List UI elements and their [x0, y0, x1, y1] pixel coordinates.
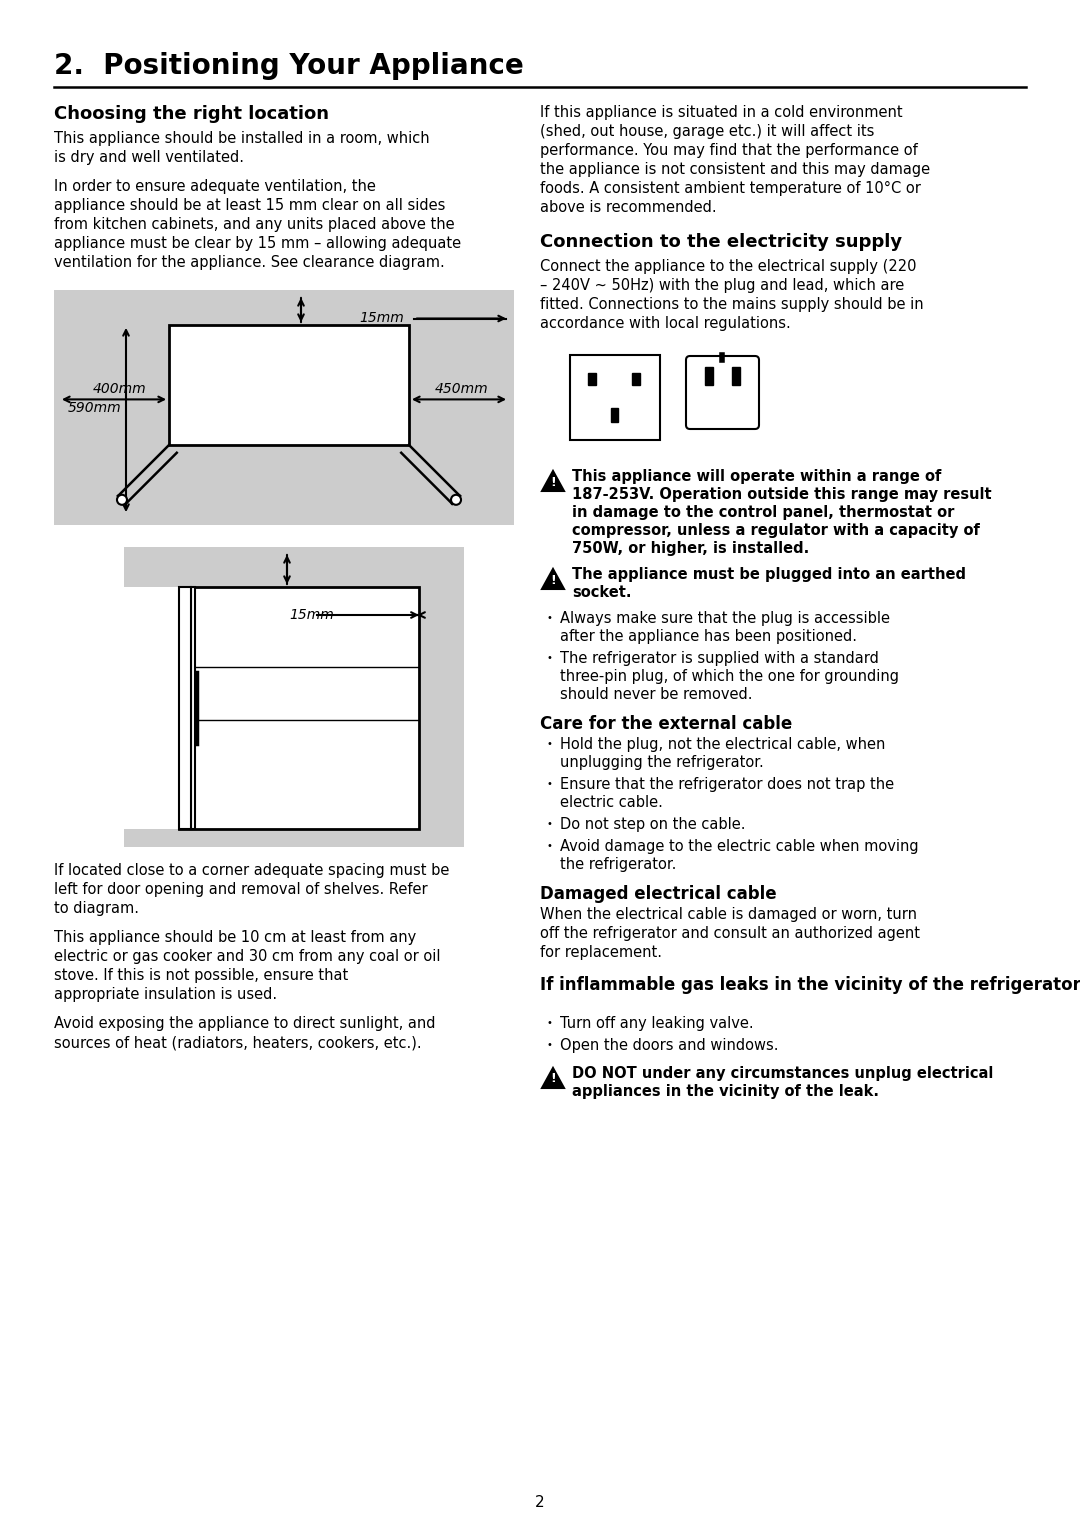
- Text: 750W, or higher, is installed.: 750W, or higher, is installed.: [572, 541, 809, 556]
- Text: Choosing the right location: Choosing the right location: [54, 105, 329, 124]
- Text: •: •: [546, 779, 552, 789]
- Text: stove. If this is not possible, ensure that: stove. If this is not possible, ensure t…: [54, 968, 348, 983]
- Text: !: !: [550, 475, 556, 489]
- Polygon shape: [542, 470, 564, 492]
- Text: If this appliance is situated in a cold environment: If this appliance is situated in a cold …: [540, 105, 903, 121]
- Text: appliance must be clear by 15 mm – allowing adequate: appliance must be clear by 15 mm – allow…: [54, 237, 461, 250]
- Text: •: •: [546, 841, 552, 851]
- Text: Care for the external cable: Care for the external cable: [540, 715, 793, 733]
- Text: electric or gas cooker and 30 cm from any coal or oil: electric or gas cooker and 30 cm from an…: [54, 948, 441, 964]
- Text: Do not step on the cable.: Do not step on the cable.: [561, 817, 745, 832]
- Bar: [179, 586, 191, 829]
- Bar: [732, 366, 740, 385]
- Text: Avoid exposing the appliance to direct sunlight, and: Avoid exposing the appliance to direct s…: [54, 1015, 435, 1031]
- Text: If located close to a corner adequate spacing must be: If located close to a corner adequate sp…: [54, 863, 449, 878]
- Text: in damage to the control panel, thermostat or: in damage to the control panel, thermost…: [572, 505, 955, 521]
- Text: Ensure that the refrigerator does not trap the: Ensure that the refrigerator does not tr…: [561, 777, 894, 793]
- Text: •: •: [546, 612, 552, 623]
- Text: ventilation for the appliance. See clearance diagram.: ventilation for the appliance. See clear…: [54, 255, 445, 270]
- Text: electric cable.: electric cable.: [561, 796, 663, 809]
- Text: Turn off any leaking valve.: Turn off any leaking valve.: [561, 1015, 754, 1031]
- Text: The refrigerator is supplied with a standard: The refrigerator is supplied with a stan…: [561, 651, 879, 666]
- Text: 15mm: 15mm: [289, 608, 334, 621]
- Text: Connect the appliance to the electrical supply (220: Connect the appliance to the electrical …: [540, 260, 917, 273]
- Text: •: •: [546, 739, 552, 750]
- Text: three-pin plug, of which the one for grounding: three-pin plug, of which the one for gro…: [561, 669, 899, 684]
- Text: – 240V ~ 50Hz) with the plug and lead, which are: – 240V ~ 50Hz) with the plug and lead, w…: [540, 278, 904, 293]
- Bar: [588, 373, 596, 385]
- Text: Open the doors and windows.: Open the doors and windows.: [561, 1038, 779, 1054]
- Text: the refrigerator.: the refrigerator.: [561, 857, 676, 872]
- Bar: [611, 408, 618, 421]
- Text: to diagram.: to diagram.: [54, 901, 139, 916]
- Text: from kitchen cabinets, and any units placed above the: from kitchen cabinets, and any units pla…: [54, 217, 455, 232]
- Text: accordance with local regulations.: accordance with local regulations.: [540, 316, 791, 331]
- Bar: [419, 547, 464, 847]
- Text: unplugging the refrigerator.: unplugging the refrigerator.: [561, 754, 764, 770]
- Text: !: !: [550, 574, 556, 586]
- Text: should never be removed.: should never be removed.: [561, 687, 753, 702]
- Text: In order to ensure adequate ventilation, the: In order to ensure adequate ventilation,…: [54, 179, 376, 194]
- Text: 400mm: 400mm: [93, 382, 146, 397]
- FancyBboxPatch shape: [686, 356, 759, 429]
- Bar: [179, 586, 419, 829]
- Text: foods. A consistent ambient temperature of 10°C or: foods. A consistent ambient temperature …: [540, 182, 921, 195]
- Text: Hold the plug, not the electrical cable, when: Hold the plug, not the electrical cable,…: [561, 738, 886, 751]
- Polygon shape: [542, 1067, 564, 1089]
- Text: This appliance should be 10 cm at least from any: This appliance should be 10 cm at least …: [54, 930, 416, 945]
- Text: for replacement.: for replacement.: [540, 945, 662, 960]
- Bar: [168, 325, 409, 444]
- Text: When the electrical cable is damaged or worn, turn: When the electrical cable is damaged or …: [540, 907, 917, 922]
- Text: Always make sure that the plug is accessible: Always make sure that the plug is access…: [561, 611, 890, 626]
- Text: If inflammable gas leaks in the vicinity of the refrigerator: If inflammable gas leaks in the vicinity…: [540, 976, 1080, 994]
- Text: 2.  Positioning Your Appliance: 2. Positioning Your Appliance: [54, 52, 524, 79]
- Text: sources of heat (radiators, heaters, cookers, etc.).: sources of heat (radiators, heaters, coo…: [54, 1035, 421, 1051]
- Text: after the appliance has been positioned.: after the appliance has been positioned.: [561, 629, 858, 644]
- Text: fitted. Connections to the mains supply should be in: fitted. Connections to the mains supply …: [540, 296, 923, 312]
- Text: compressor, unless a regulator with a capacity of: compressor, unless a regulator with a ca…: [572, 524, 980, 538]
- Bar: [54, 290, 514, 525]
- Text: performance. You may find that the performance of: performance. You may find that the perfo…: [540, 144, 918, 157]
- Text: This appliance should be installed in a room, which: This appliance should be installed in a …: [54, 131, 430, 147]
- Text: The appliance must be plugged into an earthed: The appliance must be plugged into an ea…: [572, 567, 966, 582]
- Text: 15mm: 15mm: [360, 312, 404, 325]
- Text: !: !: [550, 1072, 556, 1086]
- Text: left for door opening and removal of shelves. Refer: left for door opening and removal of she…: [54, 883, 428, 896]
- Circle shape: [451, 495, 461, 505]
- Text: 590mm: 590mm: [67, 402, 121, 415]
- Bar: [570, 354, 660, 440]
- Text: DO NOT under any circumstances unplug electrical: DO NOT under any circumstances unplug el…: [572, 1066, 994, 1081]
- Text: Damaged electrical cable: Damaged electrical cable: [540, 886, 777, 902]
- Text: socket.: socket.: [572, 585, 632, 600]
- Text: off the refrigerator and consult an authorized agent: off the refrigerator and consult an auth…: [540, 925, 920, 941]
- Text: appliance should be at least 15 mm clear on all sides: appliance should be at least 15 mm clear…: [54, 199, 445, 212]
- Polygon shape: [542, 570, 564, 589]
- Text: 187-253V. Operation outside this range may result: 187-253V. Operation outside this range m…: [572, 487, 991, 502]
- Text: •: •: [546, 654, 552, 663]
- Text: Connection to the electricity supply: Connection to the electricity supply: [540, 234, 902, 250]
- Text: appliances in the vicinity of the leak.: appliances in the vicinity of the leak.: [572, 1084, 879, 1099]
- Text: 450mm: 450mm: [434, 382, 488, 397]
- Text: (shed, out house, garage etc.) it will affect its: (shed, out house, garage etc.) it will a…: [540, 124, 875, 139]
- Bar: [124, 547, 464, 586]
- Text: Avoid damage to the electric cable when moving: Avoid damage to the electric cable when …: [561, 838, 919, 854]
- Text: •: •: [546, 1019, 552, 1028]
- Text: above is recommended.: above is recommended.: [540, 200, 717, 215]
- Text: the appliance is not consistent and this may damage: the appliance is not consistent and this…: [540, 162, 930, 177]
- Text: •: •: [546, 1040, 552, 1051]
- Text: •: •: [546, 818, 552, 829]
- Text: This appliance will operate within a range of: This appliance will operate within a ran…: [572, 469, 942, 484]
- Circle shape: [117, 495, 127, 505]
- Text: appropriate insulation is used.: appropriate insulation is used.: [54, 986, 278, 1002]
- Text: 2: 2: [536, 1495, 544, 1510]
- Text: is dry and well ventilated.: is dry and well ventilated.: [54, 150, 244, 165]
- Bar: [191, 586, 195, 829]
- Bar: [124, 829, 464, 847]
- Bar: [705, 366, 713, 385]
- Bar: [632, 373, 640, 385]
